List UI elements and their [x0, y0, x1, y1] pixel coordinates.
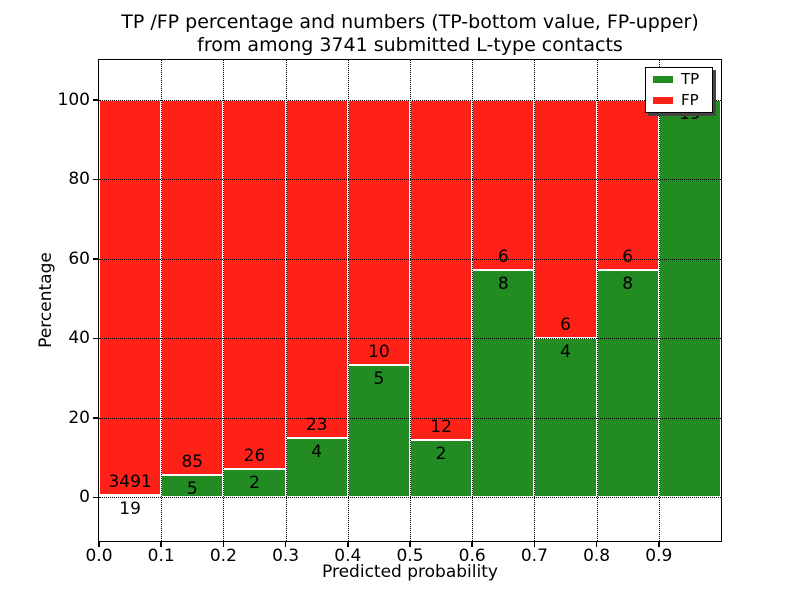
- x-tick-mark: [471, 542, 473, 547]
- x-tick-label: 0.2: [209, 546, 237, 566]
- y-tick-mark: [93, 417, 98, 419]
- fp-count-label: 6: [622, 247, 634, 268]
- y-tick-mark: [93, 496, 98, 499]
- x-tick-mark: [222, 542, 225, 547]
- v-gridline: [472, 60, 474, 541]
- tp-count-label: 2: [435, 444, 447, 465]
- y-tick-label: 60: [68, 248, 90, 269]
- y-tick-mark: [93, 99, 98, 101]
- x-tick-label: 0.0: [85, 546, 113, 566]
- fp-bar-segment: [472, 99, 535, 271]
- tp-count-label: 5: [373, 368, 385, 389]
- tp-bar-segment: [596, 270, 659, 498]
- y-tick-label: 40: [68, 328, 90, 349]
- fp-bar-segment: [347, 99, 410, 365]
- fp-count-label: 23: [305, 415, 328, 436]
- legend: TP FP: [645, 67, 713, 113]
- fp-count-label: 26: [243, 445, 266, 466]
- tp-count-label: 4: [560, 342, 571, 363]
- x-tick-label: 0.6: [458, 546, 486, 566]
- v-gridline: [285, 60, 287, 541]
- y-tick-mark: [93, 337, 98, 339]
- x-tick-mark: [284, 542, 287, 547]
- x-tick-mark: [347, 542, 349, 547]
- x-tick-label: 0.1: [147, 546, 175, 566]
- tp-color-swatch: [653, 76, 673, 83]
- y-tick-mark: [93, 178, 98, 180]
- chart-title: TP /FP percentage and numbers (TP-bottom…: [99, 11, 721, 57]
- fp-count-label: 85: [181, 452, 204, 473]
- y-tick-label: 20: [68, 407, 90, 428]
- legend-entry-fp: FP: [653, 93, 705, 108]
- fp-bar-segment: [99, 99, 162, 496]
- tp-bar-segment: [99, 495, 162, 498]
- v-gridline: [534, 60, 536, 541]
- x-tick-label: 0.9: [645, 546, 673, 566]
- tp-bar-segment: [472, 270, 535, 498]
- v-gridline: [658, 60, 660, 541]
- tp-bar-segment: [223, 468, 286, 498]
- x-tick-label: 0.8: [583, 546, 611, 566]
- fp-bar-segment: [285, 99, 348, 439]
- x-tick-label: 0.4: [334, 546, 362, 566]
- tp-count-label: 2: [249, 472, 260, 493]
- y-tick-label: 80: [68, 169, 90, 190]
- tp-count-label: 19: [119, 499, 141, 520]
- fp-bar-segment: [410, 99, 473, 441]
- fp-count-label: 6: [560, 315, 571, 336]
- fp-count-label: 3491: [108, 472, 152, 493]
- x-tick-mark: [658, 542, 660, 547]
- x-tick-mark: [409, 542, 411, 547]
- fp-count-label: 6: [497, 247, 509, 268]
- x-tick-mark: [533, 542, 536, 547]
- legend-label-tp: TP: [681, 70, 700, 88]
- x-tick-mark: [98, 542, 100, 547]
- chart-title-line1: TP /FP percentage and numbers (TP-bottom…: [121, 11, 699, 33]
- y-tick-label: 0: [79, 487, 90, 508]
- x-tick-label: 0.7: [520, 546, 548, 566]
- tp-count-label: 5: [186, 479, 198, 500]
- tp-bar-segment: [347, 364, 410, 498]
- v-gridline: [347, 60, 349, 541]
- y-tick-mark: [93, 258, 98, 260]
- fp-bar-segment: [596, 99, 659, 271]
- y-tick-label: 100: [57, 89, 90, 110]
- x-tick-label: 0.3: [272, 546, 300, 566]
- v-gridline: [410, 60, 411, 541]
- fp-bar-segment: [161, 99, 224, 476]
- fp-bar-segment: [223, 99, 286, 469]
- legend-label-fp: FP: [681, 91, 699, 109]
- tp-bar-segment: [658, 99, 721, 498]
- x-tick-mark: [160, 542, 162, 547]
- chart-title-line2: from among 3741 submitted L-type contact…: [197, 34, 623, 56]
- x-tick-label: 0.5: [396, 546, 424, 566]
- tp-count-label: 8: [497, 274, 509, 295]
- x-axis-label: Predicted probability: [322, 562, 498, 582]
- v-gridline: [161, 60, 163, 541]
- tp-count-label: 8: [622, 274, 634, 295]
- legend-entry-tp: TP: [653, 72, 705, 87]
- v-gridline: [223, 60, 225, 541]
- fp-color-swatch: [653, 97, 673, 104]
- tp-count-label: 4: [311, 442, 323, 463]
- v-gridline: [596, 60, 598, 541]
- fp-count-label: 10: [368, 341, 390, 362]
- fp-count-label: 12: [430, 417, 452, 438]
- fp-bar-segment: [534, 99, 597, 339]
- x-tick-mark: [595, 542, 598, 547]
